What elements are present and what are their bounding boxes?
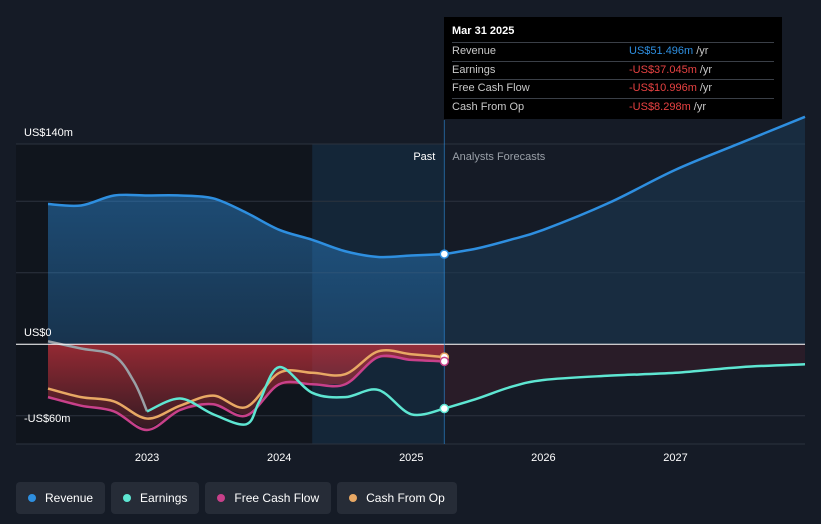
- x-tick-label: 2023: [135, 452, 159, 464]
- tooltip-row-label: Earnings: [452, 63, 496, 76]
- earnings-point: [439, 403, 450, 414]
- legend-item-free-cash-flow[interactable]: Free Cash Flow: [205, 482, 332, 514]
- legend-dot-icon: [28, 494, 36, 502]
- legend-item-cash-from-op[interactable]: Cash From Op: [337, 482, 457, 514]
- tooltip-row-label: Free Cash Flow: [452, 82, 530, 94]
- tooltip-row-value: -US$8.298m: [629, 100, 691, 113]
- x-tick-label: 2026: [531, 452, 555, 464]
- tooltip-row: Free Cash Flow -US$10.996m/yr: [452, 79, 774, 98]
- tooltip-row-unit: /yr: [699, 82, 713, 94]
- legend: Revenue Earnings Free Cash Flow Cash From O…: [16, 482, 457, 516]
- legend-item-revenue[interactable]: Revenue: [16, 482, 106, 514]
- revenue-area: [48, 194, 445, 345]
- revenue-forecast-line: [444, 115, 806, 256]
- legend-dot-icon: [123, 494, 132, 502]
- tooltip-row-label: Cash From Op: [452, 100, 525, 113]
- tooltip-row-unit: /yr: [693, 100, 706, 113]
- legend-dot-icon: [349, 494, 358, 502]
- tooltip-row-value: US$51.496m: [629, 45, 694, 57]
- legend-dot-icon: [217, 494, 226, 502]
- legend-label: Cash From Op: [366, 491, 445, 505]
- y-axis-label: US$140m: [24, 127, 73, 139]
- tooltip-panel: Mar 31 2025 Revenue US$51.496m/yr Earnings…: [444, 17, 782, 119]
- tooltip-row-unit: /yr: [696, 45, 709, 57]
- tooltip-row-value: -US$10.996m: [629, 82, 697, 94]
- legend-label: Free Cash Flow: [234, 491, 320, 505]
- revenue-forecast-area: [444, 116, 805, 345]
- tooltip-row: Earnings -US$37.045m/yr: [452, 60, 774, 80]
- chart-area: US$140m US$0 -US$60m 2023 2024 2025 2026 2027 Pa…: [16, 115, 806, 464]
- tooltip-row-value: -US$37.045m: [629, 63, 697, 76]
- tooltip-row: Cash From Op -US$8.298m/yr: [452, 97, 774, 117]
- tooltip-row-label: Revenue: [452, 45, 497, 57]
- x-tick-label: 2024: [267, 452, 291, 464]
- y-axis-label: -US$60m: [24, 413, 70, 425]
- tooltip-row-unit: /yr: [699, 63, 713, 76]
- legend-item-earnings[interactable]: Earnings: [111, 482, 200, 514]
- legend-label: Revenue: [45, 491, 94, 505]
- x-tick-label: 2025: [399, 452, 423, 464]
- forecast-label: Analysts Forecasts: [452, 151, 545, 163]
- tooltip-row: Revenue US$51.496m/yr: [452, 42, 774, 61]
- earnings-line: [146, 365, 445, 426]
- legend-label: Earnings: [140, 491, 188, 505]
- revenue-point: [439, 249, 450, 259]
- tooltip-date: Mar 31 2025: [452, 25, 515, 37]
- revenue-line: [47, 193, 445, 259]
- cash-from-op-line: [47, 349, 445, 420]
- x-tick-label: 2027: [663, 452, 687, 464]
- earnings-forecast-line: [443, 362, 806, 410]
- past-label: Past: [413, 151, 435, 163]
- free-cash-flow-point: [439, 356, 450, 367]
- y-axis-label: US$0: [24, 327, 52, 339]
- free-cash-flow-line: [47, 354, 445, 432]
- earnings-line-early: [47, 340, 149, 412]
- earnings-forecast-area: [444, 344, 805, 409]
